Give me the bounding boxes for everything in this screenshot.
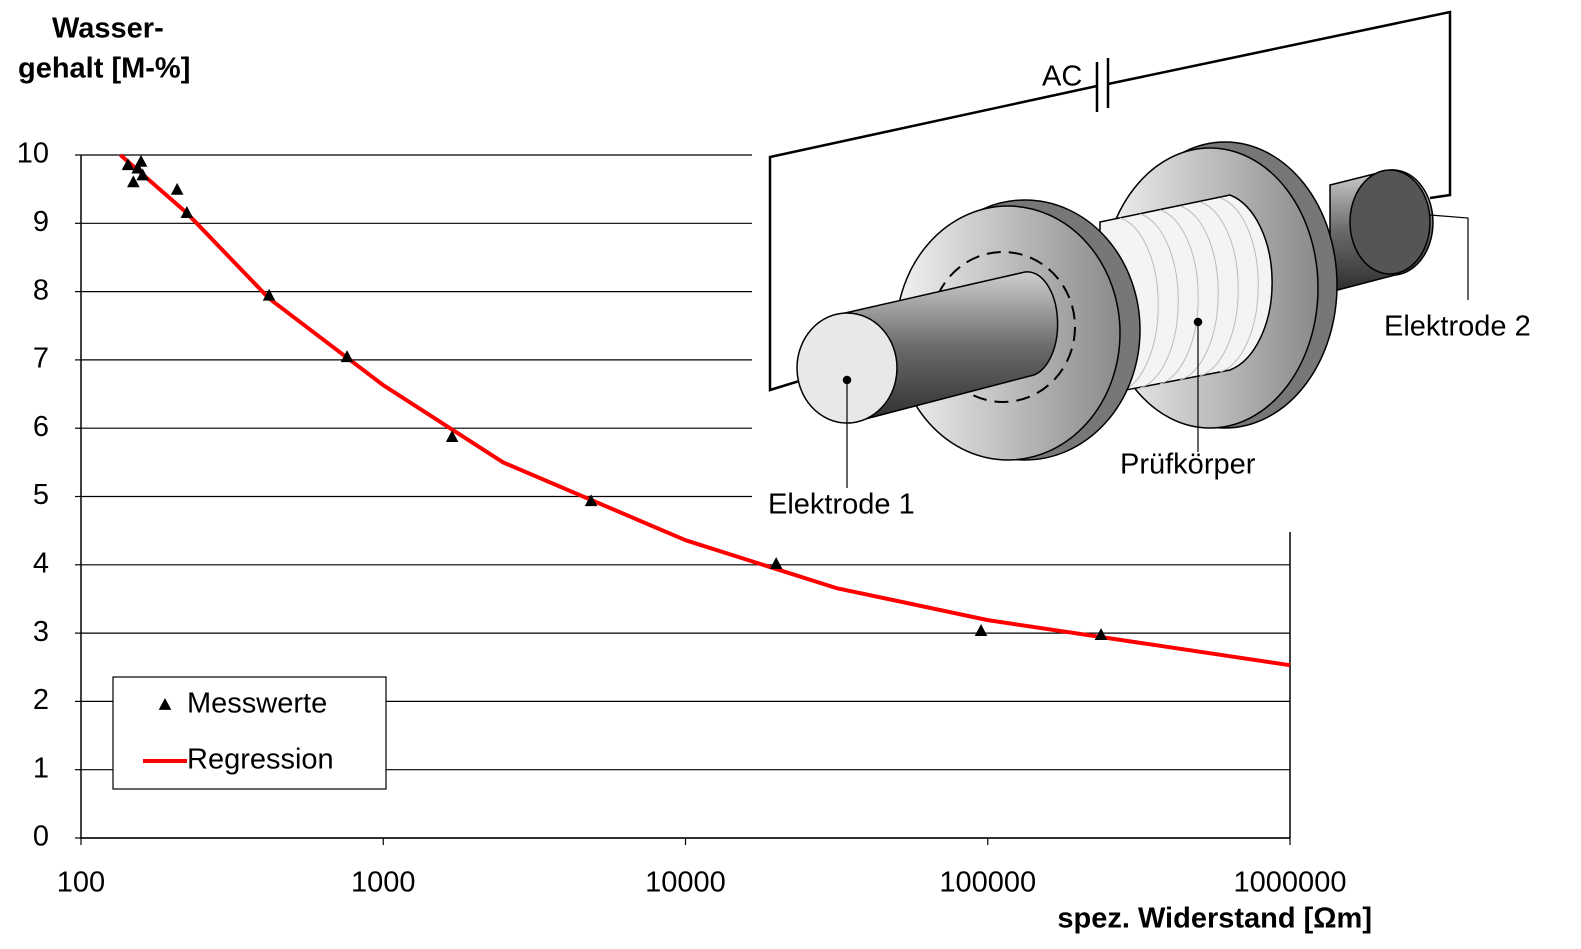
electrode-2-end	[1349, 169, 1431, 275]
data-point	[127, 175, 140, 188]
y-tick-label: 1	[33, 752, 49, 784]
y-tick-label: 0	[33, 821, 49, 853]
legend-box	[112, 676, 387, 790]
data-point	[134, 154, 148, 167]
data-point	[170, 182, 184, 195]
x-tick-label: 100	[57, 867, 105, 899]
y-tick-label: 7	[33, 343, 49, 375]
y-axis-label: Wasser-	[52, 13, 164, 45]
regression-line	[119, 153, 1291, 668]
y-tick-label: 8	[33, 274, 49, 306]
electrode-1-rod	[844, 271, 1059, 424]
wire	[1107, 10, 1452, 200]
y-tick-label: 10	[17, 138, 49, 170]
x-tick-label: 1000000	[1234, 867, 1347, 899]
data-point	[769, 557, 783, 570]
y-axis-label: gehalt [M-%]	[18, 53, 190, 85]
data-point	[262, 288, 276, 301]
x-tick-label: 10000	[645, 867, 726, 899]
data-point	[445, 430, 459, 442]
x-tick-label: 100000	[939, 867, 1036, 899]
y-tick-label: 4	[33, 547, 49, 579]
data-point	[136, 168, 149, 181]
legend-label: Regression	[187, 744, 334, 776]
specimen-body	[1099, 194, 1273, 396]
data-point	[131, 161, 144, 174]
y-tick-label: 2	[33, 684, 49, 716]
y-tick-label: 5	[33, 479, 49, 511]
x-axis-label: spez. Widerstand [Ωm]	[1057, 903, 1372, 935]
data-point	[121, 158, 135, 171]
legend-label: Messwerte	[187, 688, 327, 720]
diagram-label: Elektrode 1	[768, 489, 915, 521]
legend-marker	[158, 698, 172, 710]
y-tick-label: 9	[33, 206, 49, 238]
data-point	[1094, 628, 1108, 641]
data-point	[584, 494, 598, 507]
y-tick-label: 3	[33, 616, 49, 648]
x-tick-label: 1000	[351, 867, 416, 899]
diagram	[768, 10, 1469, 488]
data-point	[180, 206, 194, 218]
data-point	[340, 350, 354, 363]
diagram-label: Prüfkörper	[1120, 449, 1256, 481]
diagram-label: Elektrode 2	[1384, 311, 1531, 343]
diagram-label: AC	[1042, 61, 1082, 93]
data-point	[974, 624, 988, 636]
y-tick-label: 6	[33, 411, 49, 443]
